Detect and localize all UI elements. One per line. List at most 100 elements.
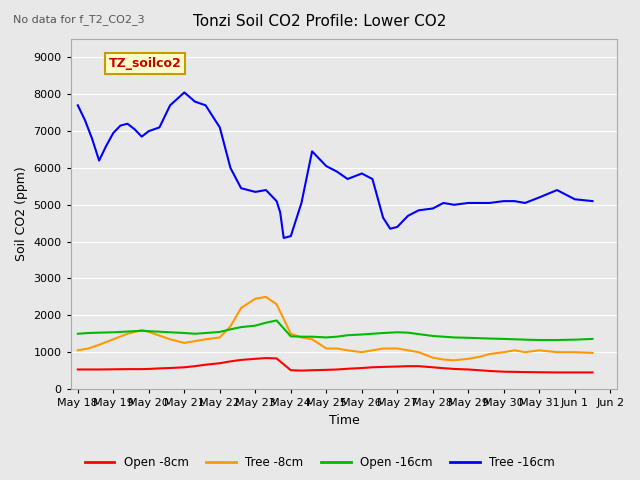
Open -16cm bbox=[166, 329, 174, 335]
Tree -16cm bbox=[273, 198, 280, 204]
Open -16cm bbox=[344, 332, 351, 338]
Tree -16cm bbox=[387, 226, 394, 232]
Tree -16cm bbox=[202, 102, 209, 108]
Tree -8cm bbox=[145, 329, 153, 335]
Tree -8cm bbox=[287, 331, 294, 336]
Open -8cm bbox=[180, 364, 188, 370]
Open -16cm bbox=[273, 318, 280, 324]
Text: TZ_soilco2: TZ_soilco2 bbox=[109, 57, 182, 70]
Open -8cm bbox=[298, 368, 305, 373]
Open -16cm bbox=[287, 334, 294, 339]
Tree -16cm bbox=[308, 148, 316, 154]
Tree -16cm bbox=[451, 202, 458, 208]
Open -16cm bbox=[156, 329, 163, 335]
Tree -8cm bbox=[486, 351, 493, 357]
Tree -8cm bbox=[109, 336, 117, 342]
Open -16cm bbox=[451, 335, 458, 340]
Tree -8cm bbox=[180, 340, 188, 346]
Open -8cm bbox=[252, 356, 259, 362]
Tree -8cm bbox=[451, 358, 458, 363]
Open -8cm bbox=[74, 367, 82, 372]
Open -16cm bbox=[358, 332, 365, 337]
Open -16cm bbox=[380, 330, 387, 336]
Open -16cm bbox=[511, 336, 518, 342]
Tree -16cm bbox=[191, 99, 199, 105]
Open -8cm bbox=[95, 367, 103, 372]
Tree -16cm bbox=[475, 200, 483, 206]
Text: No data for f_T2_CO2_3: No data for f_T2_CO2_3 bbox=[13, 14, 145, 25]
Tree -16cm bbox=[521, 200, 529, 206]
Tree -16cm bbox=[344, 176, 351, 182]
Open -16cm bbox=[553, 337, 561, 343]
Tree -16cm bbox=[109, 130, 117, 136]
Open -8cm bbox=[511, 369, 518, 375]
Open -16cm bbox=[394, 329, 401, 335]
Tree -16cm bbox=[81, 117, 89, 123]
Tree -16cm bbox=[298, 200, 305, 206]
Open -8cm bbox=[358, 365, 365, 371]
Tree -8cm bbox=[475, 354, 483, 360]
Tree -8cm bbox=[415, 349, 422, 355]
Tree -16cm bbox=[415, 207, 422, 213]
Tree -8cm bbox=[84, 346, 92, 351]
Open -8cm bbox=[500, 369, 508, 374]
Tree -16cm bbox=[536, 194, 543, 200]
Tree -8cm bbox=[138, 327, 145, 333]
Open -8cm bbox=[191, 363, 199, 369]
Tree -8cm bbox=[358, 349, 365, 355]
Tree -16cm bbox=[287, 233, 294, 239]
Open -8cm bbox=[415, 363, 422, 369]
Tree -8cm bbox=[380, 346, 387, 351]
Text: Tonzi Soil CO2 Profile: Lower CO2: Tonzi Soil CO2 Profile: Lower CO2 bbox=[193, 14, 447, 29]
Open -8cm bbox=[521, 369, 529, 375]
Open -8cm bbox=[166, 365, 174, 371]
Y-axis label: Soil CO2 (ppm): Soil CO2 (ppm) bbox=[15, 167, 28, 262]
Tree -16cm bbox=[156, 124, 163, 130]
Open -16cm bbox=[227, 326, 234, 332]
Tree -16cm bbox=[252, 189, 259, 195]
Open -8cm bbox=[465, 367, 472, 372]
Open -16cm bbox=[237, 324, 245, 330]
Tree -8cm bbox=[333, 346, 340, 351]
Open -8cm bbox=[394, 364, 401, 370]
Tree -16cm bbox=[369, 176, 376, 182]
Tree -8cm bbox=[429, 355, 436, 360]
Open -16cm bbox=[404, 330, 412, 336]
Open -8cm bbox=[138, 366, 145, 372]
Tree -8cm bbox=[216, 335, 223, 340]
Tree -8cm bbox=[202, 336, 209, 342]
Tree -16cm bbox=[88, 135, 96, 141]
Open -16cm bbox=[536, 337, 543, 343]
Tree -8cm bbox=[536, 348, 543, 353]
Open -16cm bbox=[369, 331, 376, 336]
Open -8cm bbox=[237, 357, 245, 363]
Open -8cm bbox=[109, 366, 117, 372]
Tree -8cm bbox=[500, 349, 508, 355]
Tree -8cm bbox=[95, 342, 103, 348]
Open -16cm bbox=[415, 331, 422, 337]
Open -8cm bbox=[145, 366, 153, 372]
Open -16cm bbox=[145, 328, 153, 334]
Open -8cm bbox=[273, 356, 280, 361]
Tree -8cm bbox=[237, 305, 245, 311]
Tree -16cm bbox=[138, 134, 145, 140]
Open -8cm bbox=[571, 370, 579, 375]
Open -8cm bbox=[333, 367, 340, 372]
Open -8cm bbox=[536, 370, 543, 375]
Open -8cm bbox=[589, 370, 596, 375]
Line: Open -8cm: Open -8cm bbox=[78, 358, 593, 372]
Tree -8cm bbox=[589, 350, 596, 356]
Tree -8cm bbox=[308, 336, 316, 342]
Open -8cm bbox=[553, 370, 561, 375]
Open -16cm bbox=[84, 330, 92, 336]
Open -16cm bbox=[486, 336, 493, 341]
Tree -16cm bbox=[500, 198, 508, 204]
Tree -8cm bbox=[262, 294, 270, 300]
Line: Tree -8cm: Tree -8cm bbox=[78, 297, 593, 360]
Tree -8cm bbox=[440, 357, 447, 362]
Tree -8cm bbox=[394, 346, 401, 351]
Open -8cm bbox=[323, 367, 330, 373]
Open -8cm bbox=[216, 360, 223, 366]
Open -8cm bbox=[308, 367, 316, 373]
Open -8cm bbox=[429, 364, 436, 370]
